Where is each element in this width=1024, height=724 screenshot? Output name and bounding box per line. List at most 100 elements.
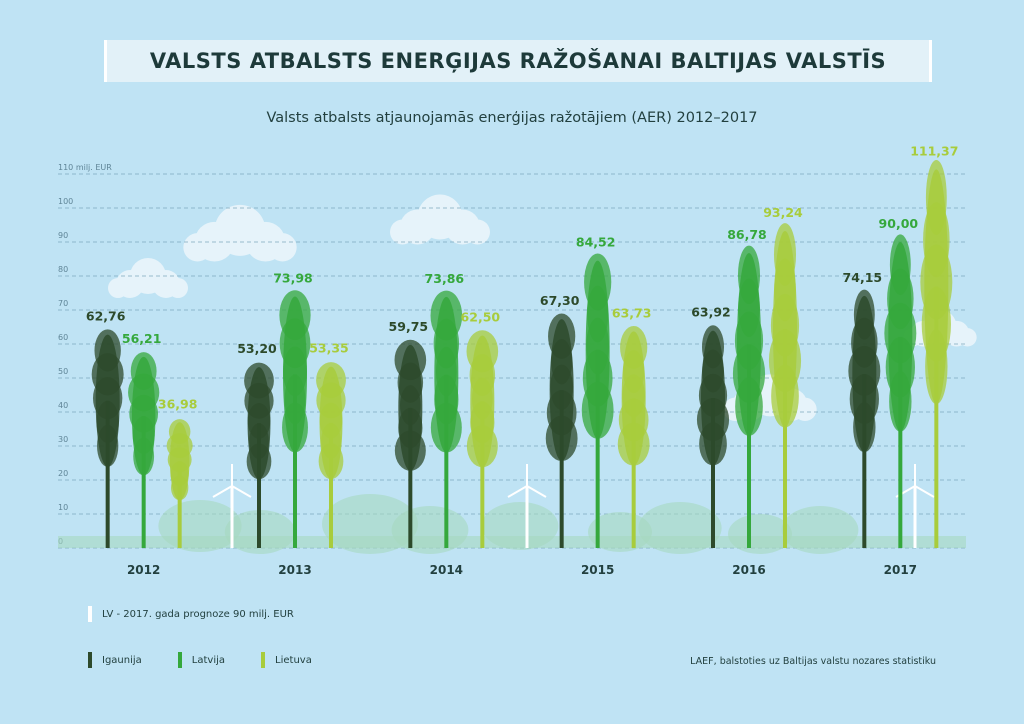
data-label: 56,21	[122, 331, 162, 346]
legend-label: Latvija	[191, 654, 226, 666]
tree-crown	[95, 334, 120, 467]
tree-crown	[398, 344, 423, 471]
tree-trunk	[711, 398, 715, 548]
tree-crown	[924, 169, 949, 405]
tree-bar-latvija	[128, 352, 160, 548]
tree-crown	[737, 252, 761, 436]
data-label: 73,98	[273, 270, 313, 285]
tree-trunk	[480, 401, 485, 548]
tree-bar-lietuva	[316, 362, 346, 548]
cloud-puff	[390, 219, 415, 245]
cloud-puff	[183, 233, 212, 262]
x-tick-label: 2012	[127, 563, 160, 577]
data-label: 53,20	[237, 341, 277, 356]
note-text: LV - 2017. gada prognoze 90 milj. EUR	[102, 608, 294, 620]
tree-trunk	[105, 400, 110, 548]
page-title: VALSTS ATBALSTS ENERĢIJAS RAŽOŠANAI BALT…	[149, 49, 887, 73]
legend-label: Igaunija	[102, 654, 142, 666]
data-label: 84,52	[576, 235, 616, 250]
tree-crown	[169, 422, 190, 501]
y-tick-label: 90	[58, 231, 68, 240]
tree-crown	[319, 366, 343, 480]
y-axis-label: 110 milj. EUR	[58, 163, 112, 172]
tree-bar-lietuva	[920, 159, 953, 548]
tree-bar-latvija	[279, 290, 311, 548]
tree-trunk	[783, 329, 787, 548]
cloud-puff	[465, 219, 490, 245]
y-tick-label: 30	[58, 435, 68, 444]
tree-trunk	[898, 336, 903, 548]
data-label: 36,98	[158, 396, 198, 411]
legend-item-lietuva: Lietuva	[261, 652, 312, 668]
cloud-puff	[793, 397, 817, 422]
tree-bar-latvija	[430, 290, 463, 548]
tree-crown	[773, 230, 797, 428]
tree-bar-lietuva	[466, 330, 499, 548]
data-label: 73,86	[425, 271, 465, 286]
tree-bar-lietuva	[768, 223, 802, 548]
forecast-note: LV - 2017. gada prognoze 90 milj. EUR	[88, 606, 294, 622]
tree-trunk	[862, 374, 867, 548]
data-label: 86,78	[727, 227, 767, 242]
turbine-blade	[212, 485, 233, 498]
y-tick-label: 80	[58, 265, 68, 274]
data-label: 63,73	[612, 305, 652, 320]
x-tick-label: 2014	[430, 563, 463, 577]
cloud	[390, 194, 490, 245]
legend-swatch	[88, 652, 92, 668]
tree-trunk	[595, 349, 600, 548]
title-banner: VALSTS ATBALSTS ENERĢIJAS RAŽOŠANAI BALT…	[104, 40, 932, 82]
legend-swatch	[177, 652, 182, 668]
legend-item-igaunija: Igaunija	[88, 652, 142, 668]
tree-bar-latvija	[581, 253, 614, 548]
turbine-blade	[231, 485, 252, 498]
tree-crown	[852, 295, 877, 453]
tree-trunk	[444, 374, 449, 548]
cloud-puff	[168, 278, 188, 298]
wind-turbine-icon	[507, 464, 547, 548]
tree-crown	[701, 330, 725, 466]
tree-bar-igaunija	[848, 289, 881, 548]
data-label: 90,00	[879, 216, 919, 231]
tree-crown	[549, 319, 574, 462]
tree-trunk	[329, 422, 333, 548]
tree-bar-igaunija	[696, 325, 730, 548]
y-tick-label: 70	[58, 299, 68, 308]
tree-bar-lietuva	[166, 419, 193, 548]
tree-bar-igaunija	[394, 339, 427, 548]
cloud-puff	[958, 328, 977, 347]
tree-trunk	[177, 461, 182, 548]
x-tick-label: 2013	[278, 563, 311, 577]
cloud	[183, 204, 297, 262]
turbine-blade	[526, 485, 547, 498]
y-tick-label: 50	[58, 367, 68, 376]
y-tick-label: 60	[58, 333, 68, 342]
legend-swatch	[261, 652, 266, 668]
cloud-puff	[108, 278, 128, 298]
tree-bar-igaunija	[545, 313, 578, 548]
tree-trunk	[934, 286, 939, 548]
turbine-blade	[507, 485, 528, 498]
chart-subtitle: Valsts atbalsts atjaunojamās enerģijas r…	[266, 110, 758, 126]
tree-crown	[888, 241, 913, 432]
y-tick-label: 40	[58, 401, 68, 410]
legend-label: Lietuva	[275, 654, 312, 666]
tree-crown	[283, 296, 307, 453]
cloud-puff	[268, 233, 297, 262]
tree-crown	[247, 367, 271, 480]
tree-crown	[434, 296, 459, 453]
x-tick-label: 2015	[581, 563, 614, 577]
tree-crown	[621, 331, 646, 466]
tree-trunk	[141, 416, 146, 548]
tree-trunk	[631, 398, 636, 548]
tree-trunk	[747, 344, 751, 548]
data-label: 93,24	[763, 205, 803, 220]
data-label: 111,37	[910, 143, 958, 158]
tree-crown	[470, 335, 495, 468]
tree-trunk	[257, 423, 261, 548]
tree-bar-latvija	[732, 245, 766, 548]
data-label: 74,15	[843, 270, 883, 285]
source-note: LAEF, balstoties uz Baltijas valstu noza…	[690, 656, 936, 667]
tree-bar-latvija	[884, 234, 917, 548]
